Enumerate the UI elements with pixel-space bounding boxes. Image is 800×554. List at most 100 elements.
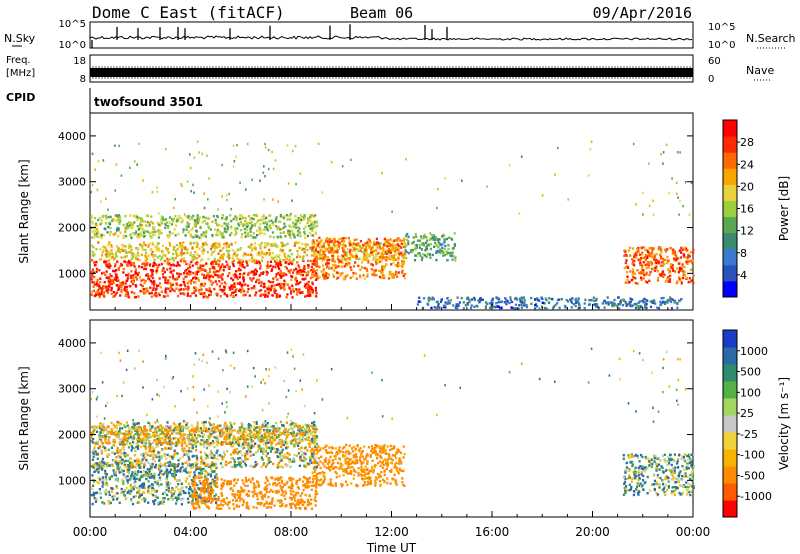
power-cell: [156, 265, 160, 269]
velocity-cell: [235, 499, 238, 502]
power-cell: [382, 249, 385, 252]
velocity-cell: [215, 499, 218, 502]
velocity-cell: [210, 486, 213, 489]
power-cell: [108, 222, 112, 226]
velocity-cell: [211, 491, 214, 494]
power-cell: [256, 278, 259, 282]
power-cell: [182, 230, 185, 234]
power-cell: [311, 282, 314, 286]
power-cell: [99, 281, 102, 284]
velocity-cell: [329, 478, 332, 481]
power-cell: [541, 297, 544, 300]
power-cell: [105, 270, 108, 273]
power-cell: [517, 307, 520, 310]
power-cell: [204, 235, 207, 238]
power-cell: [399, 239, 402, 242]
power-cell: [178, 245, 181, 248]
power-cell: [364, 255, 367, 258]
power-cell: [249, 245, 252, 249]
power-cell: [386, 239, 389, 242]
power-cell: [678, 249, 681, 253]
power-cell: [431, 253, 434, 257]
velocity-cell: [315, 482, 318, 485]
power-cell: [332, 275, 335, 278]
velocity-cell: [127, 490, 130, 494]
power-cell: [445, 237, 448, 241]
power-cell: [189, 233, 192, 236]
power-cell: [337, 261, 340, 264]
power-cell: [236, 282, 239, 285]
power-cell: [380, 251, 383, 255]
velocity-cell: [367, 472, 370, 475]
velocity-cell: [177, 496, 180, 499]
power-cell: [316, 269, 319, 272]
velocity-cell: [139, 470, 143, 474]
power-cell: [268, 251, 271, 255]
power-cell: [173, 278, 176, 281]
velocity-cell: [193, 493, 196, 497]
power-cell: [259, 280, 262, 284]
power-cell: [103, 291, 106, 294]
power-cell: [301, 242, 304, 246]
power-cell: [415, 244, 418, 247]
power-cell: [219, 267, 222, 270]
power-cell: [360, 266, 363, 269]
velocity-cell: [112, 469, 115, 472]
power-cell: [125, 263, 129, 266]
velocity-cell: [171, 488, 174, 491]
power-cell: [551, 307, 555, 310]
power-cell: [382, 248, 385, 251]
power-cell: [603, 306, 606, 309]
power-cell: [135, 215, 139, 219]
power-cell: [133, 292, 136, 295]
velocity-cell: [398, 467, 401, 471]
power-cell: [112, 295, 115, 298]
velocity-cell: [132, 477, 135, 480]
velocity-cell: [153, 502, 156, 506]
power-cell: [172, 269, 175, 272]
power-cell: [232, 284, 235, 287]
power-cell: [644, 301, 647, 304]
power-cell: [296, 272, 299, 275]
power-cell: [141, 247, 144, 250]
velocity-cell: [212, 482, 215, 486]
power-cell: [238, 259, 241, 262]
power-cell: [359, 246, 362, 249]
power-cell: [261, 272, 264, 275]
velocity-cell: [341, 447, 344, 450]
power-cell: [414, 243, 417, 247]
power-cell: [249, 234, 253, 237]
power-cell: [289, 261, 292, 264]
power-cell: [195, 235, 198, 238]
power-cell: [228, 288, 232, 291]
power-cell: [110, 279, 113, 282]
power-cell: [351, 275, 354, 278]
power-cell: [320, 270, 323, 273]
power-cell: [142, 288, 146, 291]
velocity-cell: [130, 475, 133, 478]
velocity-cell: [313, 498, 316, 502]
velocity-cell: [335, 472, 338, 475]
power-cell: [327, 246, 331, 250]
velocity-cell: [153, 477, 156, 480]
velocity-cell: [284, 497, 287, 501]
power-cell: [176, 254, 179, 257]
power-cell: [324, 239, 327, 242]
velocity-cell: [254, 485, 257, 489]
velocity-cell: [280, 504, 283, 507]
power-cell: [680, 282, 683, 285]
power-cell: [301, 269, 304, 272]
velocity-cell: [192, 483, 195, 487]
power-cell: [664, 258, 667, 262]
velocity-cell: [255, 506, 258, 510]
velocity-cell: [321, 462, 324, 465]
velocity-cell: [122, 490, 125, 494]
power-cell: [344, 253, 347, 257]
power-cell: [216, 223, 219, 226]
power-cell: [649, 300, 652, 303]
power-cell: [275, 273, 278, 276]
power-cell: [117, 286, 120, 289]
velocity-cell: [292, 490, 295, 493]
power-cell: [187, 285, 190, 288]
power-cell: [238, 214, 241, 217]
